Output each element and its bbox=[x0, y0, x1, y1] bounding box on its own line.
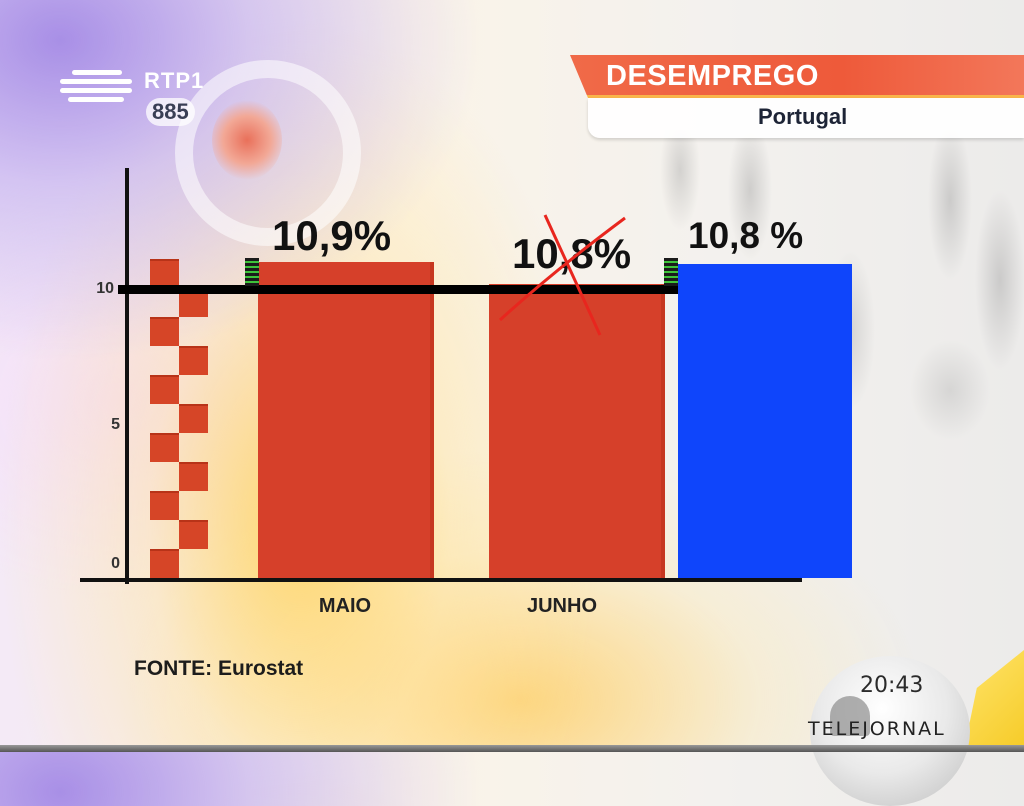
bar-label-junho: 10,8% bbox=[512, 230, 632, 277]
source-label: FONTE: Eurostat bbox=[134, 657, 304, 680]
rtp-stripes-icon bbox=[60, 70, 135, 106]
title-banner: DESEMPREGO Portugal bbox=[570, 55, 1024, 140]
banner-subtitle: Portugal bbox=[758, 104, 848, 129]
program-bug: 20:43 TELEJORNAL bbox=[800, 648, 980, 806]
banner-title-strip: DESEMPREGO bbox=[570, 55, 1024, 98]
banner-title: DESEMPREGO bbox=[606, 60, 819, 92]
green-marker-icon bbox=[664, 258, 678, 286]
y-tick-10: 10 bbox=[96, 280, 114, 297]
clock-time: 20:43 bbox=[860, 673, 924, 698]
bar-maio bbox=[258, 262, 434, 578]
strike-x-icon bbox=[498, 214, 626, 336]
y-axis bbox=[125, 168, 129, 584]
y-tick-0: 0 bbox=[111, 555, 120, 572]
reference-line-10 bbox=[118, 285, 678, 294]
background-orb-decoration bbox=[212, 100, 282, 180]
channel-name: RTP1 bbox=[144, 68, 205, 93]
bar-label-maio: 10,9% bbox=[272, 212, 392, 259]
x-label-maio: MAIO bbox=[318, 595, 372, 617]
bar-label-corrected: 10,8 % bbox=[688, 215, 804, 256]
channel-number: 885 bbox=[146, 98, 195, 126]
channel-logo: RTP1 885 bbox=[60, 64, 230, 134]
banner-subtitle-strip: Portugal bbox=[588, 98, 1024, 138]
bottom-bar bbox=[0, 745, 1024, 752]
x-axis bbox=[80, 578, 802, 582]
x-label-junho: JUNHO bbox=[526, 595, 597, 617]
bar-corrected bbox=[678, 264, 852, 578]
green-marker-icon bbox=[245, 258, 259, 286]
program-name: TELEJORNAL bbox=[808, 718, 946, 740]
y-tick-5: 5 bbox=[111, 416, 120, 433]
bar-junho bbox=[489, 284, 665, 578]
